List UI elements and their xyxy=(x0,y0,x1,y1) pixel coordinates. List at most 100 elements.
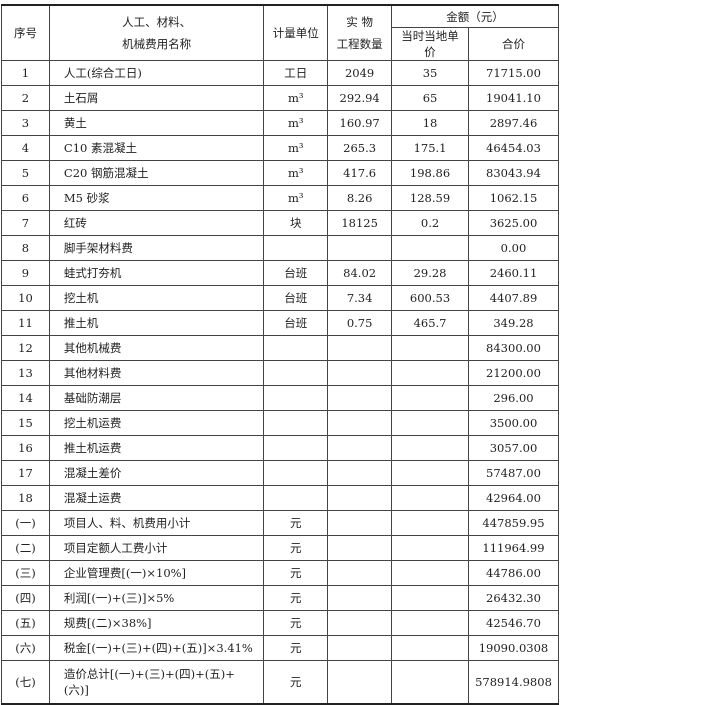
table-row: 7 红砖块 18125 0.2 3625.00 xyxy=(1,210,560,236)
table-row: (一) 项目人、料、机费用小计元 447859.95 xyxy=(1,510,560,536)
table-row: (七) 造价总计[(一)+(三)+(四)+(五)+(六)] 元 578914.9808 xyxy=(1,660,560,705)
cell-unit xyxy=(263,360,329,386)
cell-qty xyxy=(327,435,393,461)
cell-price: 18 xyxy=(391,110,469,136)
cell-unit: 元 xyxy=(263,635,329,661)
table-row: 12 其他机械费 84300.00 xyxy=(1,335,560,361)
cell-seq: 14 xyxy=(1,385,50,411)
cell-unit xyxy=(263,410,329,436)
cell-qty: 292.94 xyxy=(327,85,393,111)
cell-price xyxy=(391,235,469,261)
cell-qty xyxy=(327,635,393,661)
cell-total: 19090.0308 xyxy=(467,635,560,661)
cell-name: 企业管理费[(一)×10%] xyxy=(48,560,265,586)
table-row: 4 C10 素混凝土 m³ 265.3 175.1 46454.03 xyxy=(1,135,560,161)
table-row: 3 黄土 m³ 160.97 18 2897.46 xyxy=(1,110,560,136)
cell-price: 65 xyxy=(391,85,469,111)
cell-unit xyxy=(263,235,329,261)
cell-price xyxy=(391,535,469,561)
cell-name: 挖土机 xyxy=(48,285,265,311)
cell-price xyxy=(391,385,469,411)
cell-qty xyxy=(327,560,393,586)
cell-unit: 元 xyxy=(263,660,329,705)
cell-qty xyxy=(327,535,393,561)
cell-qty: 84.02 xyxy=(327,260,393,286)
cell-name: 税金[(一)+(三)+(四)+(五)]×3.41% xyxy=(48,635,265,661)
cost-table: 序号 人工、材料、 机械费用名称 计量单位 实 物 工程数量 金额（元） 当时当… xyxy=(1,4,560,705)
table-row: (五) 规费[(二)×38%] 元 42546.70 xyxy=(1,610,560,636)
cell-seq: 5 xyxy=(1,160,50,186)
cell-price: 128.59 xyxy=(391,185,469,211)
cell-unit: m³ xyxy=(263,85,329,111)
header-qty-line1: 实 物 xyxy=(346,15,373,29)
table-row: 16 推土机运费 3057.00 xyxy=(1,435,560,461)
cell-qty: 2049 xyxy=(327,60,393,86)
table-row: 13 其他材料费 21200.00 xyxy=(1,360,560,386)
cell-seq: (五) xyxy=(1,610,50,636)
cell-total: 71715.00 xyxy=(467,60,560,86)
cell-seq: 4 xyxy=(1,135,50,161)
cell-seq: 2 xyxy=(1,85,50,111)
table-row: 18 混凝土运费 42964.00 xyxy=(1,485,560,511)
cell-seq: 7 xyxy=(1,210,50,236)
cell-seq: 6 xyxy=(1,185,50,211)
cell-name: 其他材料费 xyxy=(48,360,265,386)
table-row: 1 人工(综合工日) 工日 2049 35 71715.00 xyxy=(1,60,560,86)
cell-unit: 台班 xyxy=(263,310,329,336)
cell-total: 46454.03 xyxy=(467,135,560,161)
header-seq: 序号 xyxy=(1,4,50,61)
cell-seq: 17 xyxy=(1,460,50,486)
table-row: 9 蛙式打夯机 台班 84.02 29.28 2460.11 xyxy=(1,260,560,286)
cell-total: 4407.89 xyxy=(467,285,560,311)
cell-qty xyxy=(327,610,393,636)
cell-name: C20 钢筋混凝土 xyxy=(48,160,265,186)
cell-seq: 12 xyxy=(1,335,50,361)
cell-seq: 10 xyxy=(1,285,50,311)
cell-qty: 265.3 xyxy=(327,135,393,161)
cell-price: 198.86 xyxy=(391,160,469,186)
table-row: (三) 企业管理费[(一)×10%] 元 44786.00 xyxy=(1,560,560,586)
cell-seq: (一) xyxy=(1,510,50,536)
cell-qty: 18125 xyxy=(327,210,393,236)
table-row: 2 土石屑 m³ 292.94 65 19041.10 xyxy=(1,85,560,111)
table-row: 5 C20 钢筋混凝土 m³ 417.6 198.86 83043.94 xyxy=(1,160,560,186)
cell-price xyxy=(391,660,469,705)
cell-name: 土石屑 xyxy=(48,85,265,111)
cell-qty xyxy=(327,485,393,511)
cell-name: 混凝土差价 xyxy=(48,460,265,486)
cell-unit: 工日 xyxy=(263,60,329,86)
cell-seq: 8 xyxy=(1,235,50,261)
cell-price xyxy=(391,485,469,511)
cell-unit: 元 xyxy=(263,610,329,636)
cell-unit xyxy=(263,385,329,411)
cell-unit: m³ xyxy=(263,185,329,211)
cell-qty: 417.6 xyxy=(327,160,393,186)
cell-name: 基础防潮层 xyxy=(48,385,265,411)
cell-price xyxy=(391,610,469,636)
cell-total: 349.28 xyxy=(467,310,560,336)
cell-unit xyxy=(263,435,329,461)
cell-name: M5 砂浆 xyxy=(48,185,265,211)
cell-unit: 元 xyxy=(263,535,329,561)
cell-total: 3057.00 xyxy=(467,435,560,461)
cell-unit: 元 xyxy=(263,560,329,586)
cell-price xyxy=(391,360,469,386)
cell-unit: 台班 xyxy=(263,285,329,311)
cell-name: 红砖 xyxy=(48,210,265,236)
cell-qty xyxy=(327,410,393,436)
cell-name: 其他机械费 xyxy=(48,335,265,361)
cell-qty: 7.34 xyxy=(327,285,393,311)
cell-seq: (三) xyxy=(1,560,50,586)
cell-total: 42964.00 xyxy=(467,485,560,511)
cell-seq: 13 xyxy=(1,360,50,386)
cell-price xyxy=(391,635,469,661)
cell-price: 600.53 xyxy=(391,285,469,311)
cell-qty xyxy=(327,385,393,411)
cell-total: 3500.00 xyxy=(467,410,560,436)
header-unit-price: 当时当地单价 xyxy=(391,27,469,61)
cell-price xyxy=(391,335,469,361)
header-name-line1: 人工、材料、 xyxy=(122,15,192,29)
table-row: 15 挖土机运费 3500.00 xyxy=(1,410,560,436)
cell-price xyxy=(391,435,469,461)
cell-seq: (六) xyxy=(1,635,50,661)
